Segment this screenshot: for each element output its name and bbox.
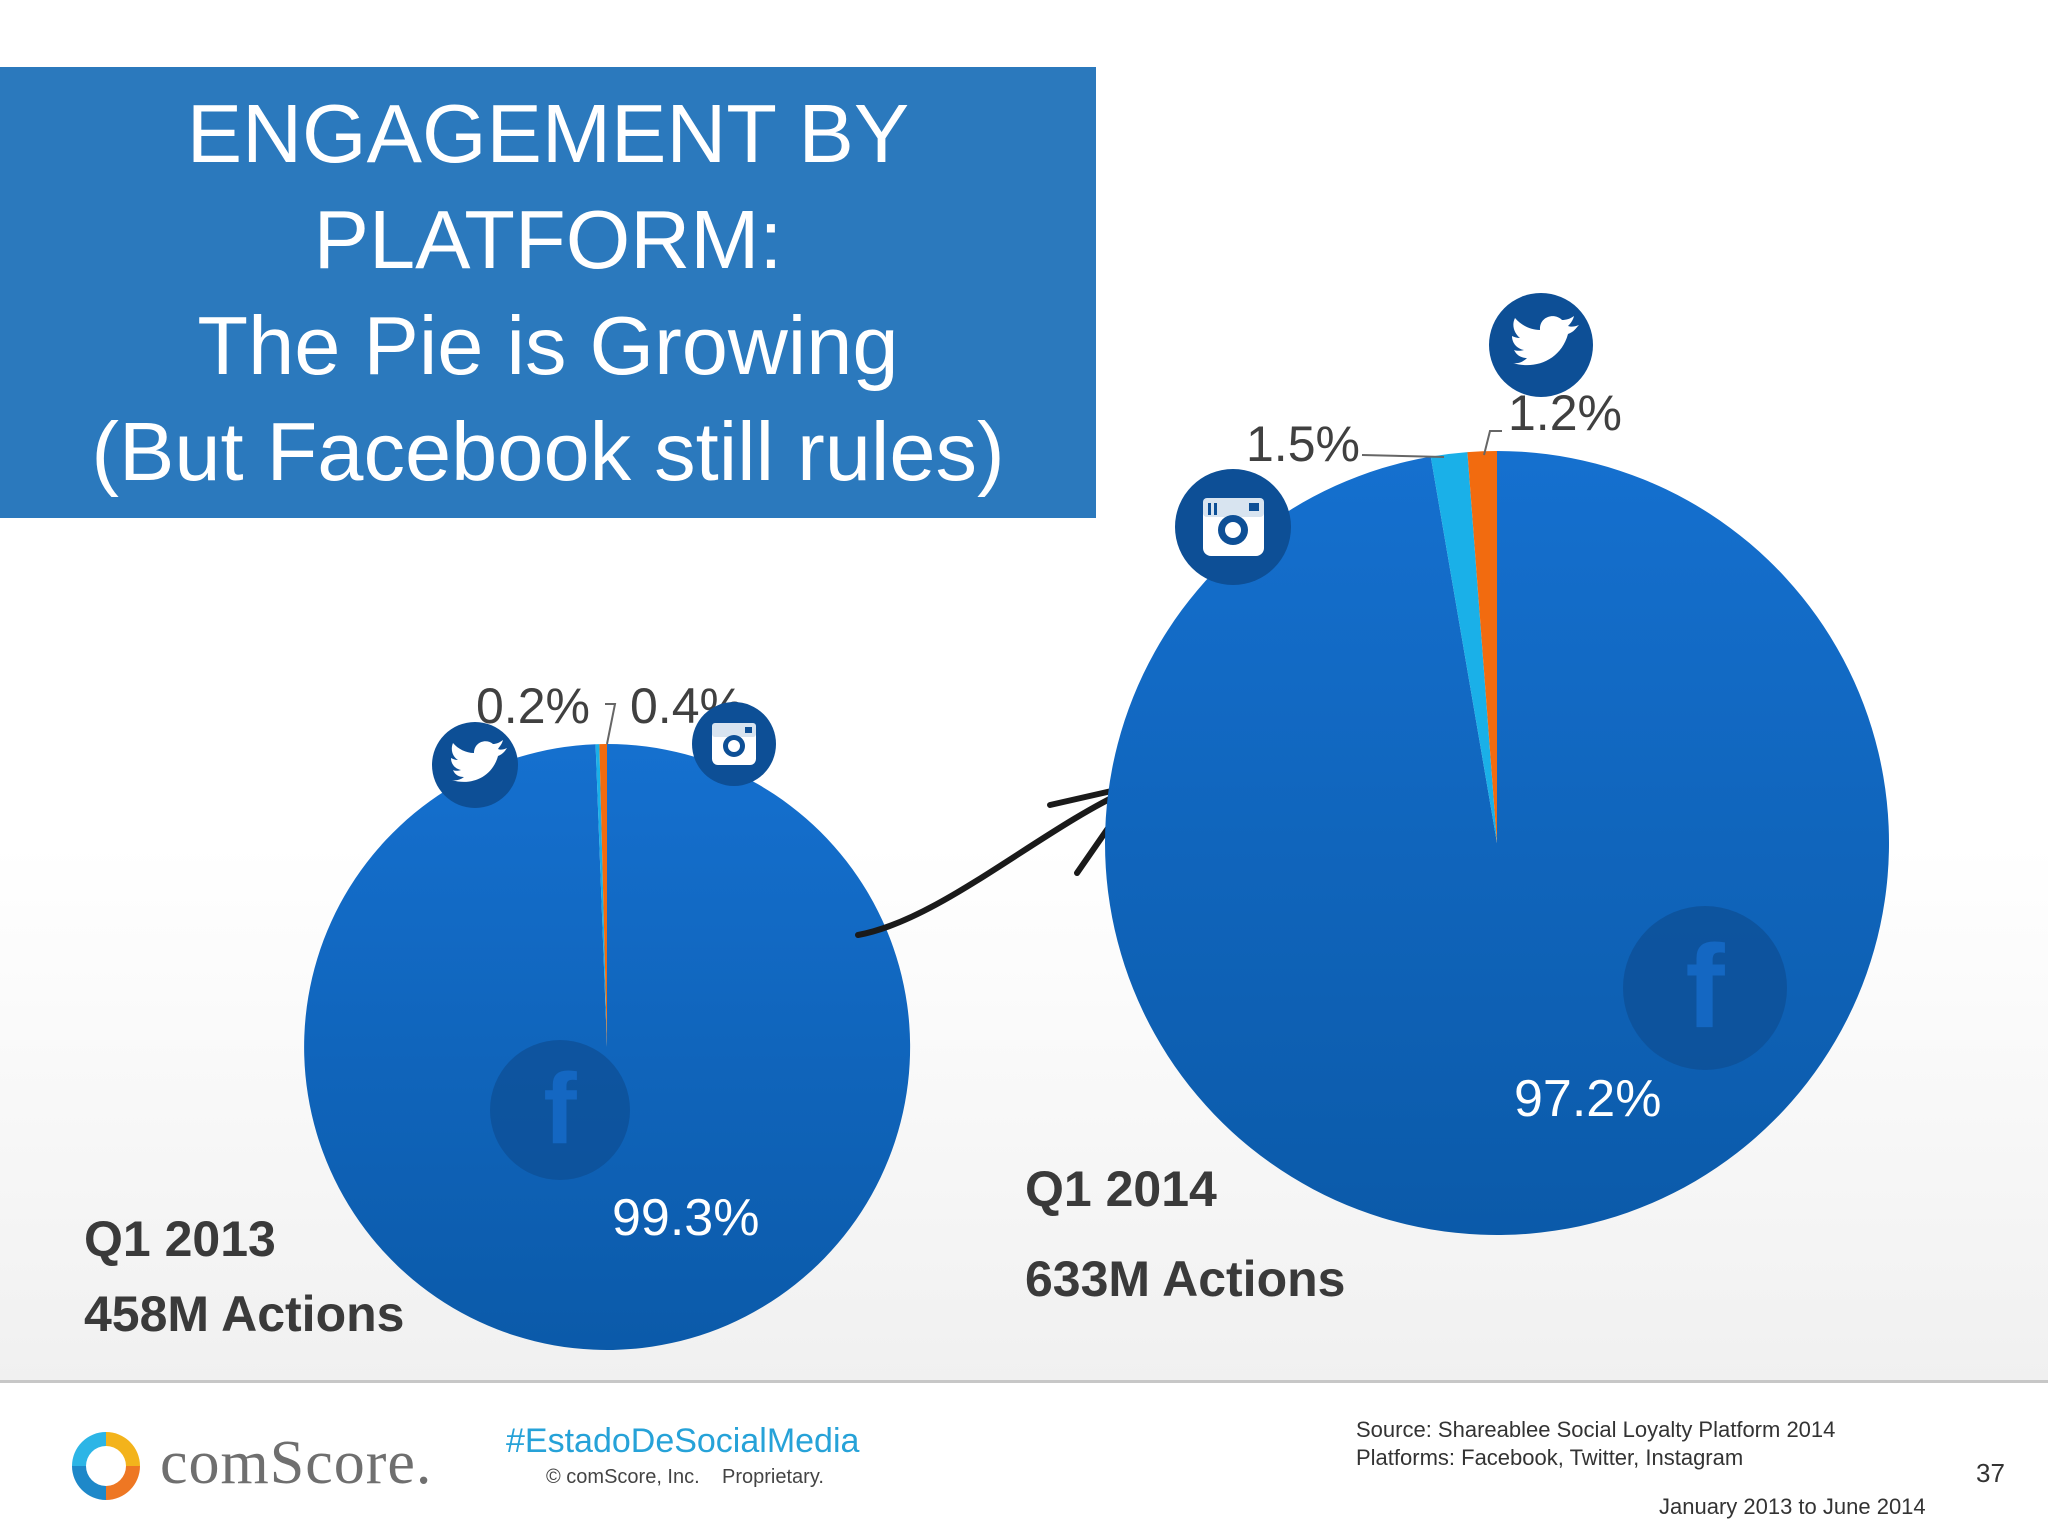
pie-2013-label-facebook: 99.3% [612,1189,759,1247]
page-number: 37 [1976,1458,2005,1488]
title-line-4: (But Facebook still rules) [91,404,1005,498]
period-label-2013: Q1 2013 [84,1211,276,1267]
pie-2014-leader-line-instagram [1361,454,1445,458]
proprietary-note: Proprietary. [722,1466,824,1488]
title-line-2: PLATFORM: [313,192,783,286]
pie-2014-slice-instagram [1430,452,1497,843]
comscore-logo-text: comScore. [160,1429,433,1497]
pie-2014-label-instagram: 1.5% [1246,416,1360,472]
source-line-1: Source: Shareablee Social Loyalty Platfo… [1356,1417,1836,1442]
pie-q1-2014: f 97.2% 1.5% 1.2% [1105,293,1890,1236]
svg-text:f: f [1685,921,1725,1053]
copyright: © comScore, Inc. [546,1466,700,1488]
svg-text:f: f [543,1053,577,1165]
instagram-icon [1175,469,1291,585]
pie-2013-slice-twitter [595,744,607,1047]
twitter-icon [432,722,518,808]
pie-2013-label-twitter: 0.2% [476,678,590,734]
title-line-1: ENGAGEMENT BY [186,86,910,180]
comscore-logo-icon [72,1432,140,1500]
growth-arrow [855,782,1141,938]
hashtag: #EstadoDeSocialMedia [506,1422,860,1460]
period-label-2014: Q1 2014 [1025,1161,1217,1217]
pie-q1-2013: f 99.3% 0.2% 0.4% [304,678,911,1350]
title-line-3: The Pie is Growing [197,298,899,392]
pie-2013-leader-line [605,703,617,745]
pie-2014-leader-line-twitter [1483,430,1502,456]
pie-2013-slice-instagram [599,744,607,1047]
pie-2013-slice-facebook [304,744,911,1350]
footer [0,1383,2048,1536]
facebook-icon: f [490,1040,630,1180]
title-box: ENGAGEMENT BY PLATFORM: The Pie is Growi… [0,67,1096,518]
pie-2014-slice-twitter [1467,451,1497,843]
instagram-icon [692,702,776,786]
date-range: January 2013 to June 2014 [1659,1494,1926,1519]
source-line-2: Platforms: Facebook, Twitter, Instagram [1356,1445,1744,1470]
facebook-icon: f [1623,906,1787,1070]
twitter-icon [1489,293,1593,397]
actions-label-2013: 458M Actions [84,1286,405,1342]
footer-divider [0,1380,2048,1383]
actions-label-2014: 633M Actions [1025,1251,1346,1307]
pie-2014-label-facebook: 97.2% [1514,1070,1661,1128]
